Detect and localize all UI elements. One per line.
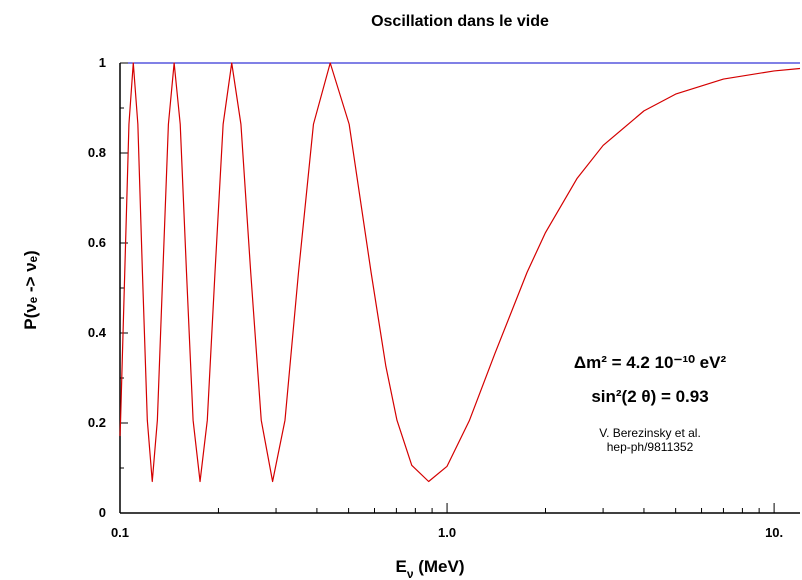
y-tick-label: 0.6 bbox=[88, 235, 106, 250]
x-label-rest: (MeV) bbox=[414, 557, 465, 576]
annotation: Δm² = 4.2 10⁻¹⁰ eV² bbox=[574, 353, 727, 372]
y-tick-label: 0.4 bbox=[88, 325, 107, 340]
annotation: hep-ph/9811352 bbox=[607, 440, 694, 454]
y-tick-label: 0.2 bbox=[88, 415, 106, 430]
y-axis-label: P(νₑ -> νₑ) bbox=[21, 250, 40, 329]
x-tick-label: 10. bbox=[765, 525, 783, 540]
x-tick-label: 1.0 bbox=[438, 525, 456, 540]
x-tick-label: 0.1 bbox=[111, 525, 129, 540]
x-label-main: E bbox=[395, 557, 406, 576]
annotation: V. Berezinsky et al. bbox=[599, 426, 701, 440]
annotation: sin²(2 θ) = 0.93 bbox=[591, 387, 708, 406]
curve bbox=[119, 62, 801, 483]
x-label-sub: ν bbox=[407, 567, 414, 580]
y-tick-label: 0 bbox=[99, 505, 106, 520]
y-tick-label: 0.8 bbox=[88, 145, 106, 160]
x-axis-label: Eν (MeV) bbox=[395, 557, 464, 580]
chart-title: Oscillation dans le vide bbox=[371, 13, 549, 30]
y-tick-label: 1 bbox=[99, 55, 106, 70]
